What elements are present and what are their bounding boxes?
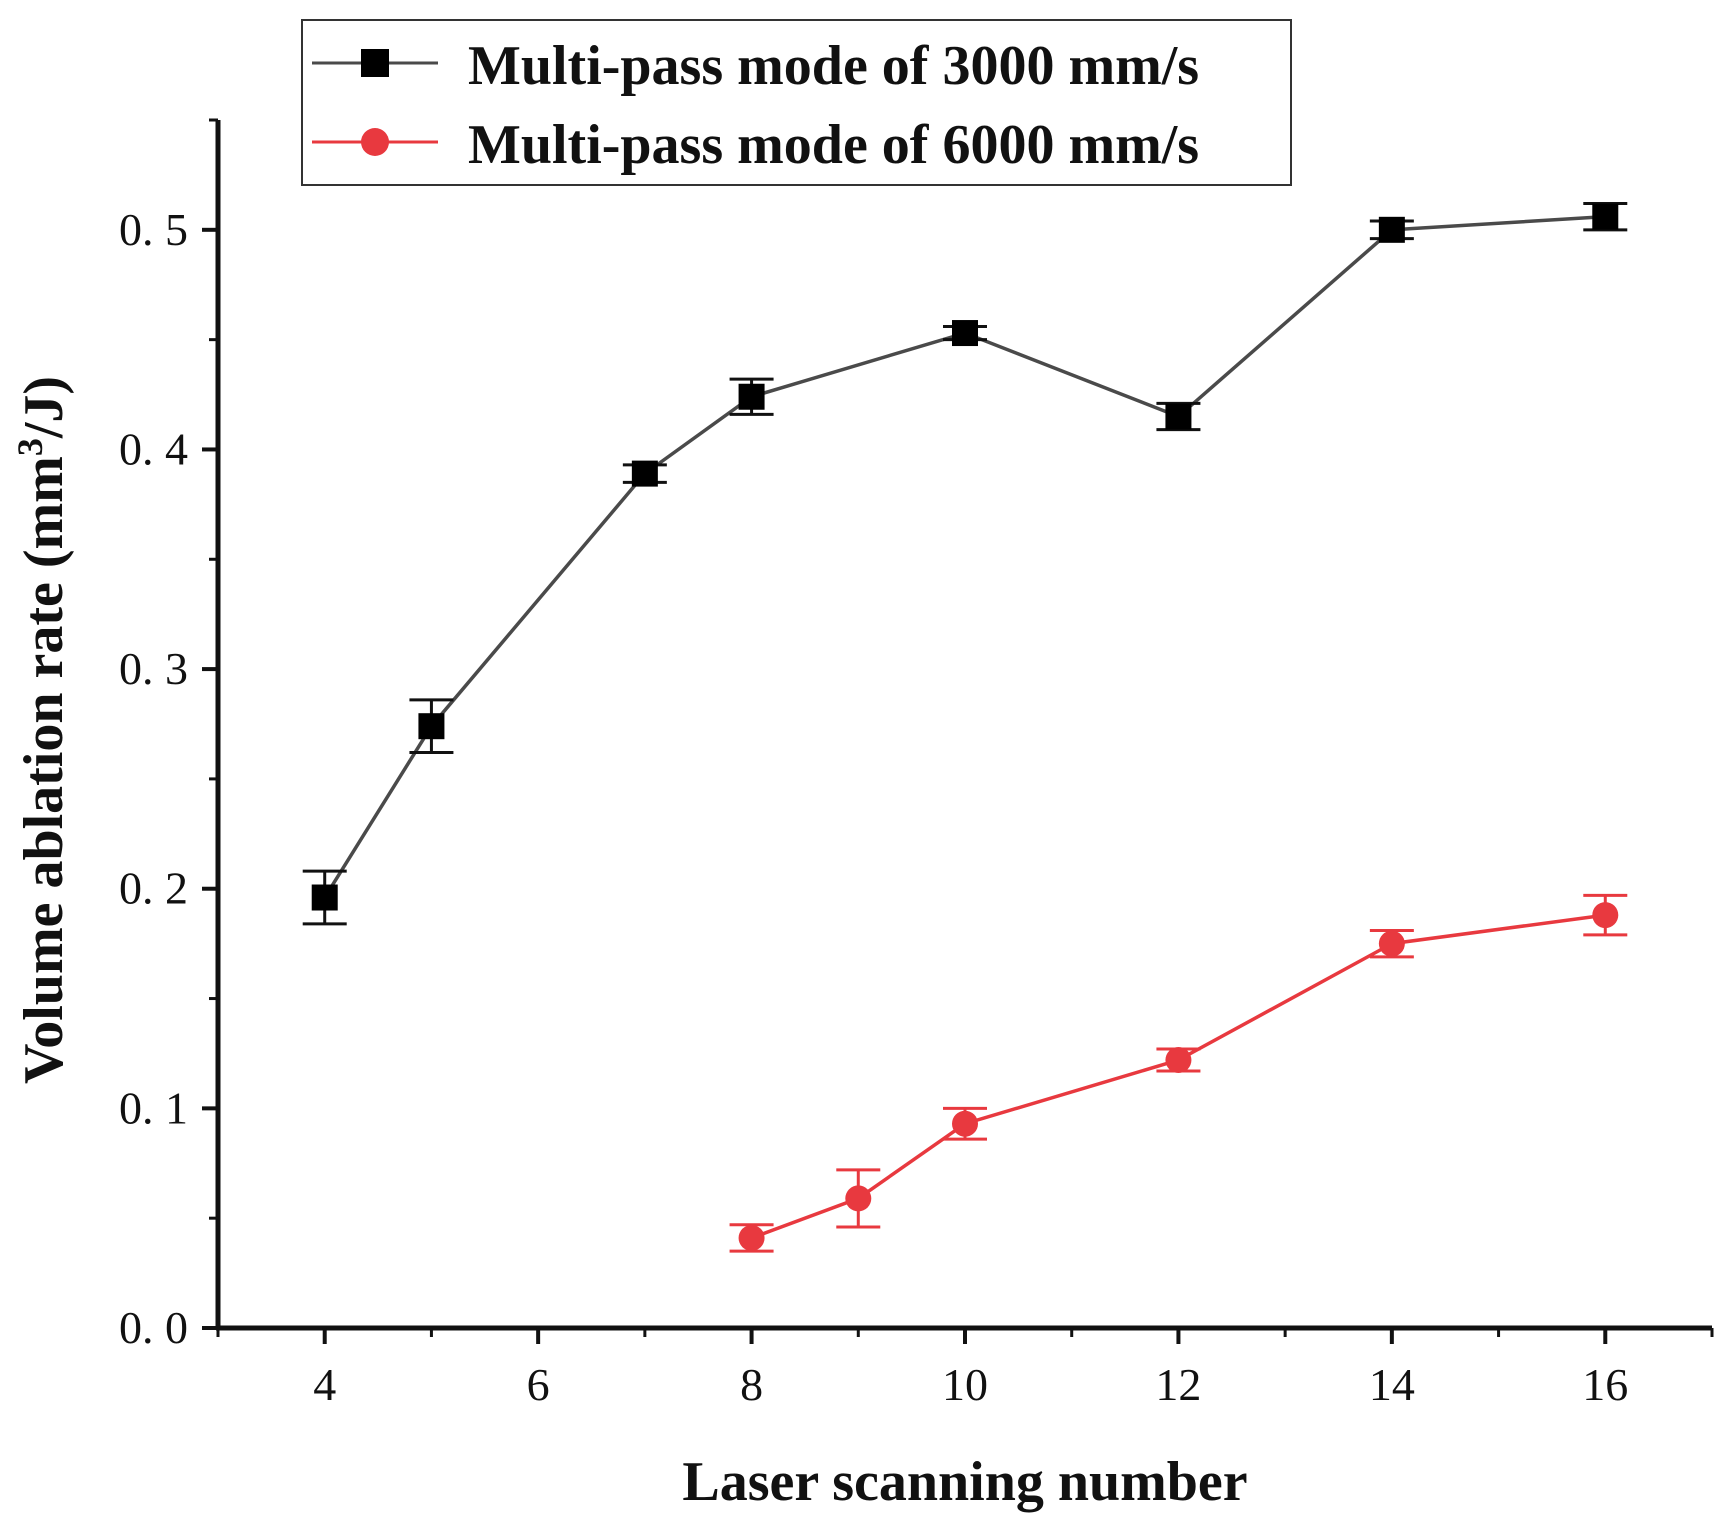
x-tick-label: 14 [1369, 1359, 1415, 1410]
y-tick-label: 0. 2 [119, 863, 188, 914]
legend-label-3000: Multi-pass mode of 3000 mm/s [468, 35, 1199, 97]
data-point [311, 884, 338, 911]
data-point [1592, 902, 1619, 929]
x-tick-label: 6 [527, 1359, 550, 1410]
y-tick-label: 0. 3 [119, 643, 188, 694]
plot-area [302, 201, 1628, 1253]
y-axis-title-main: Volume ablation rate (mm [13, 456, 75, 1084]
series-line [750, 913, 1606, 1240]
data-point [952, 320, 978, 347]
data-point [1165, 403, 1192, 430]
legend: Multi-pass mode of 3000 mm/s Multi-pass … [301, 19, 1292, 186]
data-point [1378, 930, 1405, 957]
y-tick-label: 0. 4 [119, 423, 188, 474]
data-point [631, 460, 658, 487]
axes: 0. 0 0. 1 0. 2 0. 3 0. 4 0. 5 4 6 8 10 12 14 16 [119, 118, 1714, 1410]
series-1 [729, 893, 1628, 1253]
series-line [323, 214, 1606, 899]
y-tick-label: 0. 0 [119, 1302, 188, 1353]
data-point [952, 1110, 978, 1137]
y-axis-title-superscript: 3 [10, 438, 50, 456]
x-tick-label: 4 [313, 1359, 336, 1410]
x-axis-title: Laser scanning number [682, 1451, 1247, 1513]
data-point [1378, 216, 1405, 243]
data-point [1165, 1047, 1192, 1074]
legend-label-6000: Multi-pass mode of 6000 mm/s [468, 114, 1199, 176]
x-tick-label: 12 [1155, 1359, 1201, 1410]
x-tick-label: 10 [942, 1359, 988, 1410]
series-0 [302, 201, 1628, 926]
data-point [738, 383, 765, 410]
x-tick-label: 8 [740, 1359, 763, 1410]
legend-box [301, 19, 1292, 186]
data-point [1592, 203, 1619, 230]
y-tick-label: 0. 5 [119, 204, 188, 255]
x-tick-label: 16 [1582, 1359, 1628, 1410]
data-point [845, 1185, 872, 1212]
legend-marker-3000 [361, 49, 389, 77]
data-point [738, 1224, 765, 1251]
data-point [418, 713, 445, 740]
y-axis-title-tail: /J) [13, 376, 75, 439]
y-axis-title: Volume ablation rate (mm3/J) [10, 376, 75, 1084]
legend-marker-6000 [361, 128, 389, 156]
y-tick-label: 0. 1 [119, 1082, 188, 1133]
